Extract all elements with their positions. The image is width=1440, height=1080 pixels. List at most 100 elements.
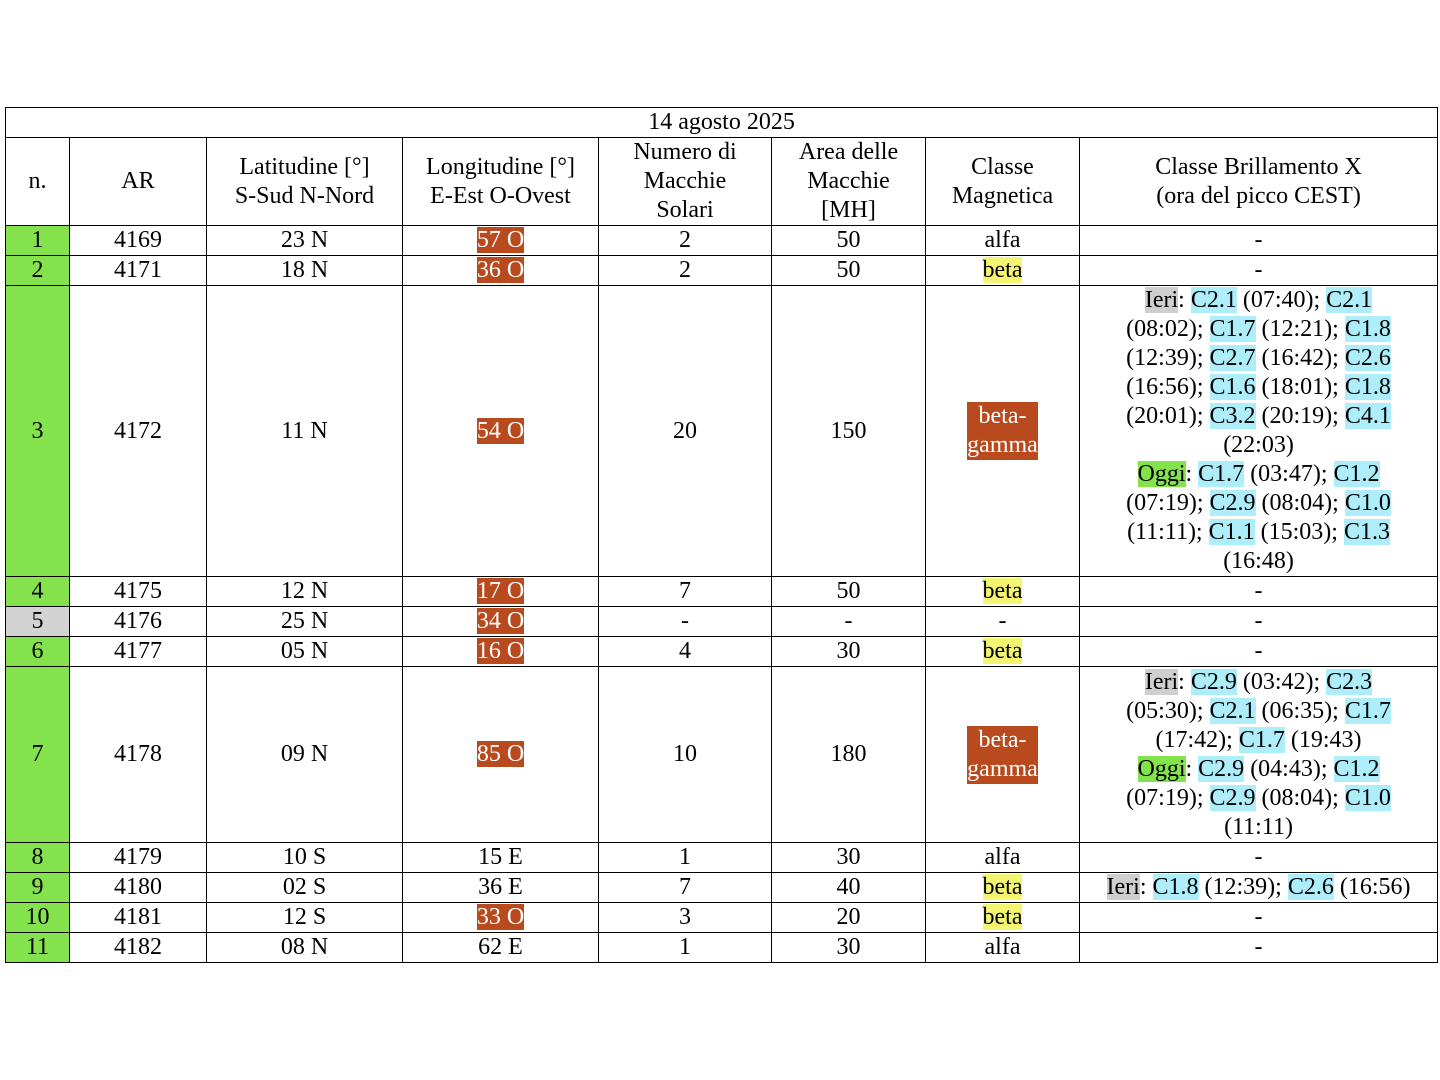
table-row: 2 4171 18 N 36 O 2 50 beta -	[5, 255, 1439, 286]
magnetic-class-cell: alfa	[925, 932, 1080, 963]
longitude-cell: 15 E	[402, 842, 599, 873]
row-number: 11	[5, 932, 70, 963]
today-label: Oggi	[1137, 755, 1186, 782]
area-cell: 40	[771, 872, 926, 903]
ar-cell: 4180	[69, 872, 207, 903]
spots-cell: 3	[598, 902, 772, 933]
flare-time: (03:47);	[1244, 461, 1334, 487]
flare-cell: -	[1078, 932, 1439, 963]
magnetic-class-value: beta	[982, 638, 1023, 664]
flare-cell: -	[1078, 576, 1439, 607]
ar-cell: 4182	[69, 932, 207, 963]
magnetic-class-cell: beta	[925, 255, 1080, 286]
area-cell: 50	[771, 225, 926, 256]
flare-class: C2.9	[1209, 490, 1256, 516]
area-cell: 30	[771, 636, 926, 667]
flare-class: C1.3	[1343, 519, 1390, 545]
table-row: 1 4169 23 N 57 O 2 50 alfa -	[5, 225, 1439, 256]
area-cell: -	[771, 606, 926, 637]
longitude-value: 34 O	[476, 608, 525, 634]
row-number: 8	[5, 842, 70, 873]
flare-time: (08:04);	[1255, 784, 1345, 811]
spots-cell: 1	[598, 842, 772, 873]
area-cell: 50	[771, 255, 926, 286]
longitude-cell: 34 O	[402, 606, 599, 637]
table-row: 7 4178 09 N 85 O 10 180 beta-gamma Ieri:…	[5, 666, 1439, 843]
table-row: 8 4179 10 S 15 E 1 30 alfa -	[5, 842, 1439, 873]
flare-class: C1.7	[1209, 316, 1256, 342]
magnetic-class-cell: beta	[925, 902, 1080, 933]
flare-class: C1.1	[1208, 519, 1255, 545]
longitude-value: 54 O	[476, 417, 525, 444]
flare-time: (15:03);	[1254, 519, 1344, 545]
latitude-cell: 25 N	[206, 606, 403, 637]
flare-cell: Ieri: C1.8 (12:39); C2.6 (16:56)	[1078, 872, 1439, 903]
row-number: 3	[5, 285, 70, 577]
table-row: 4 4175 12 N 17 O 7 50 beta -	[5, 576, 1439, 607]
spots-cell: 2	[598, 255, 772, 286]
table-row: 3 4172 11 N 54 O 20 150 beta-gamma Ieri:…	[5, 285, 1439, 577]
longitude-cell: 57 O	[402, 225, 599, 256]
header-n: n.	[5, 137, 70, 226]
ar-cell: 4176	[69, 606, 207, 637]
magnetic-class-cell: beta-gamma	[925, 285, 1080, 577]
longitude-cell: 62 E	[402, 932, 599, 963]
area-cell: 30	[771, 932, 926, 963]
flare-cell: Ieri: C2.1 (07:40); C2.1 (08:02); C1.7 (…	[1078, 285, 1439, 577]
longitude-cell: 85 O	[402, 666, 599, 843]
ar-cell: 4178	[69, 666, 207, 843]
flare-class: C1.7	[1238, 726, 1285, 753]
flare-time: (16:48)	[1223, 548, 1294, 574]
flare-class: C2.9	[1190, 668, 1237, 695]
longitude-cell: 16 O	[402, 636, 599, 667]
flare-time: (05:30);	[1126, 697, 1210, 724]
area-cell: 150	[771, 285, 926, 577]
table-row: 5 4176 25 N 34 O - - - -	[5, 606, 1439, 637]
longitude-cell: 33 O	[402, 902, 599, 933]
longitude-value: 85 O	[476, 741, 525, 767]
flare-class: C2.9	[1209, 784, 1256, 811]
flare-time: (16:56);	[1126, 374, 1210, 400]
flare-class: C1.2	[1333, 461, 1380, 487]
flare-time: (19:43)	[1284, 726, 1362, 753]
header-magnetic-class: Classe Magnetica	[925, 137, 1080, 226]
yesterday-label: Ieri	[1144, 668, 1179, 695]
flare-time: (22:03)	[1223, 432, 1294, 458]
flare-class: C1.0	[1344, 784, 1391, 811]
latitude-cell: 08 N	[206, 932, 403, 963]
magnetic-class-cell: alfa	[925, 225, 1080, 256]
magnetic-class-value: beta-gamma	[967, 402, 1038, 460]
yesterday-label: Ieri	[1106, 874, 1140, 900]
ar-cell: 4181	[69, 902, 207, 933]
latitude-cell: 10 S	[206, 842, 403, 873]
area-cell: 20	[771, 902, 926, 933]
flare-time: (12:21);	[1255, 316, 1345, 342]
table-row: 11 4182 08 N 62 E 1 30 alfa -	[5, 932, 1439, 963]
latitude-cell: 23 N	[206, 225, 403, 256]
table-row: 10 4181 12 S 33 O 3 20 beta -	[5, 902, 1439, 933]
header-row: n. AR Latitudine [°] S-Sud N-Nord Longitu…	[5, 137, 1439, 226]
spots-cell: 2	[598, 225, 772, 256]
magnetic-class-cell: beta	[925, 636, 1080, 667]
flare-cell: -	[1078, 902, 1439, 933]
flare-class: C2.1	[1326, 287, 1373, 313]
flare-cell: -	[1078, 255, 1439, 286]
spots-cell: 7	[598, 872, 772, 903]
longitude-cell: 17 O	[402, 576, 599, 607]
flare-cell: -	[1078, 842, 1439, 873]
magnetic-class-cell: -	[925, 606, 1080, 637]
flare-time: (16:42);	[1255, 345, 1345, 371]
flare-time: (20:19);	[1255, 403, 1345, 429]
row-number: 6	[5, 636, 70, 667]
flare-class: C4.1	[1344, 403, 1391, 429]
header-flare-class: Classe Brillamento X (ora del picco CEST)	[1078, 137, 1439, 226]
magnetic-class-value: beta	[982, 904, 1023, 930]
row-number: 2	[5, 255, 70, 286]
flare-class: C2.7	[1209, 345, 1256, 371]
flare-time: (07:19);	[1126, 490, 1210, 516]
flare-cell: -	[1078, 636, 1439, 667]
spots-cell: -	[598, 606, 772, 637]
longitude-cell: 54 O	[402, 285, 599, 577]
flare-class: C1.0	[1344, 490, 1391, 516]
spots-cell: 1	[598, 932, 772, 963]
